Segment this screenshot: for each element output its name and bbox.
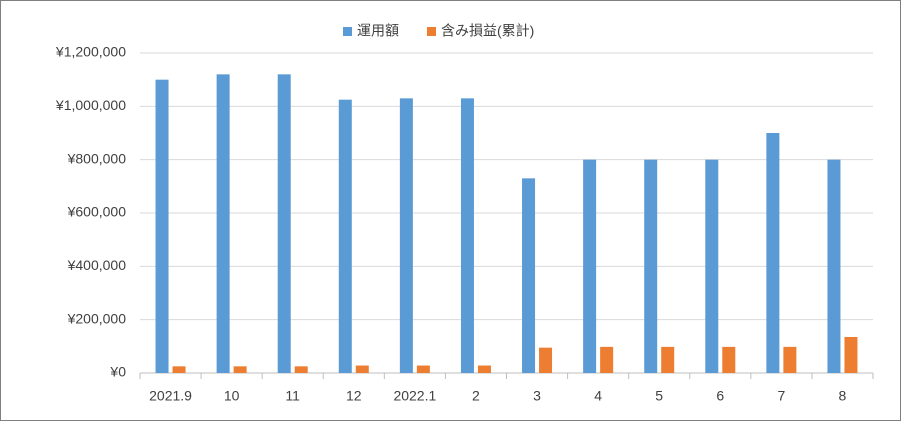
bar bbox=[216, 74, 230, 373]
bar bbox=[539, 347, 553, 373]
bar bbox=[661, 346, 675, 373]
x-tick-label: 8 bbox=[839, 388, 847, 404]
bar bbox=[172, 366, 186, 373]
x-tick-label: 2021.9 bbox=[149, 388, 192, 404]
bar bbox=[294, 366, 308, 373]
x-tick-label: 6 bbox=[716, 388, 724, 404]
bar bbox=[416, 365, 430, 373]
bar bbox=[844, 337, 858, 373]
y-tick-label: ¥1,000,000 bbox=[55, 97, 126, 113]
x-tick-label: 3 bbox=[533, 388, 541, 404]
legend-swatch bbox=[427, 27, 436, 36]
legend-swatch bbox=[343, 27, 352, 36]
legend-label: 運用額 bbox=[357, 23, 399, 39]
bar bbox=[705, 159, 719, 373]
bar bbox=[766, 133, 780, 373]
bar bbox=[399, 98, 413, 373]
y-tick-label: ¥200,000 bbox=[67, 310, 127, 326]
x-tick-label: 7 bbox=[777, 388, 785, 404]
y-tick-label: ¥800,000 bbox=[67, 150, 127, 166]
bar bbox=[644, 159, 658, 373]
bar bbox=[155, 79, 169, 374]
y-tick-label: ¥400,000 bbox=[67, 257, 127, 273]
y-tick-label: ¥1,200,000 bbox=[55, 44, 126, 60]
x-tick-label: 2022.1 bbox=[393, 388, 436, 404]
bar bbox=[600, 346, 614, 373]
y-tick-label: ¥0 bbox=[109, 364, 126, 380]
bar bbox=[460, 98, 474, 373]
x-tick-label: 11 bbox=[285, 388, 300, 404]
bar bbox=[277, 74, 291, 373]
bar bbox=[522, 178, 536, 373]
y-tick-label: ¥600,000 bbox=[67, 204, 127, 220]
x-tick-label: 10 bbox=[224, 388, 240, 404]
bar bbox=[783, 346, 797, 373]
legend-label: 含み損益(累計) bbox=[441, 23, 534, 39]
bar bbox=[827, 159, 841, 373]
bar bbox=[477, 365, 491, 373]
x-tick-label: 2 bbox=[472, 388, 480, 404]
bar bbox=[722, 346, 736, 373]
bar bbox=[338, 99, 352, 374]
x-tick-label: 5 bbox=[655, 388, 663, 404]
bar bbox=[233, 366, 247, 373]
x-tick-label: 4 bbox=[594, 388, 602, 404]
bar bbox=[355, 365, 369, 373]
x-tick-label: 12 bbox=[346, 388, 362, 404]
bar bbox=[583, 159, 597, 373]
